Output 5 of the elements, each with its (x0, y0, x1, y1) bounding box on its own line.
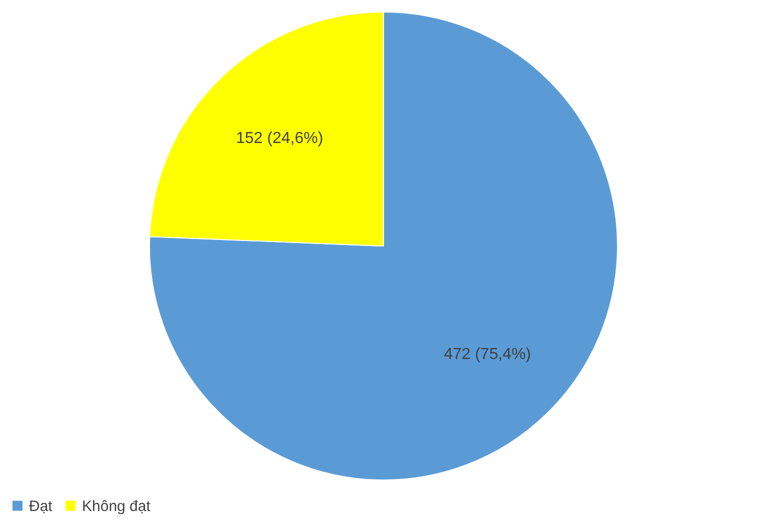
pie-slice (149, 12, 618, 480)
data-label: 152 (24,6%) (236, 130, 324, 147)
data-label: 472 (75,4%) (444, 346, 531, 364)
legend-label: Không đạt (82, 498, 152, 515)
legend-label: Đạt (29, 498, 54, 515)
